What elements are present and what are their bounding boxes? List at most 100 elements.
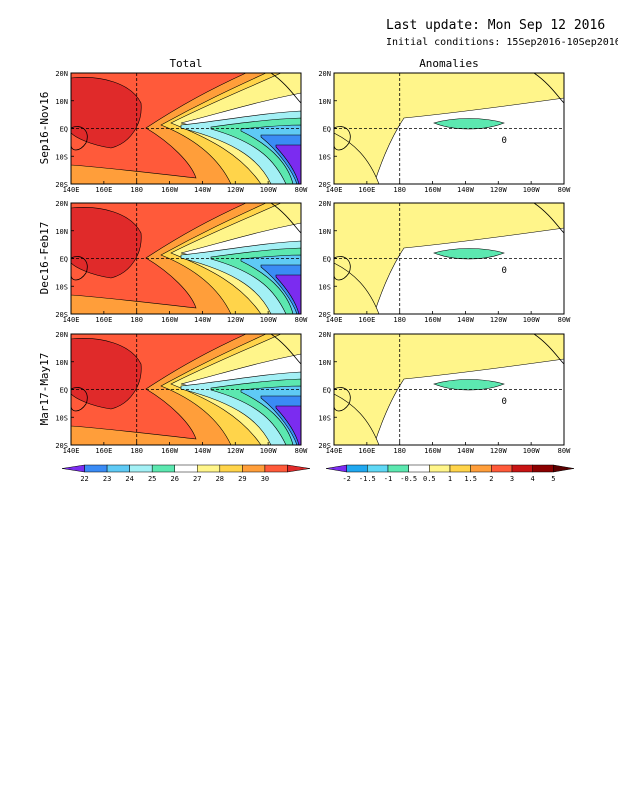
lon-tick-label: 120W	[227, 447, 245, 455]
coastline	[270, 203, 301, 234]
lat-tick-label: EQ	[323, 126, 331, 134]
lon-tick-label: 180	[393, 447, 406, 455]
coastline	[334, 126, 351, 151]
colorbar-label: 0.5	[423, 475, 436, 483]
anomaly-panel-mar-may: 0 140E 160E 180 160W 140W 120W 100W 80W 20N 10N EQ 1…	[318, 331, 571, 455]
colorbar-label: 1	[448, 475, 452, 483]
colorbar-swatch	[449, 464, 471, 473]
lon-tick-label: 180	[393, 186, 406, 194]
lat-tick-label: 10S	[55, 414, 68, 422]
lon-tick-label: 80W	[558, 186, 571, 194]
colorbar-label: 25	[148, 475, 156, 483]
lon-tick-label: 140W	[194, 316, 212, 324]
colorbar-swatch	[174, 464, 198, 473]
lat-tick-label: 20N	[318, 70, 331, 78]
lat-tick-label: 10S	[318, 414, 331, 422]
total-contour-fill	[71, 207, 142, 279]
lat-tick-label: 20N	[318, 331, 331, 339]
colorbar-swatch	[197, 464, 221, 473]
lat-tick-label: 20N	[318, 200, 331, 208]
lat-tick-label: 20S	[318, 181, 331, 189]
total-cold-tongue-fill	[275, 405, 301, 445]
colorbar-label: 5	[551, 475, 555, 483]
lon-tick-label: 160E	[95, 316, 112, 324]
coastline	[533, 203, 564, 234]
lat-tick-label: 10S	[55, 283, 68, 291]
lon-tick-label: 140E	[63, 186, 80, 194]
anomaly-zero-contour-label: 0	[501, 266, 506, 276]
lon-tick-label: 140W	[194, 186, 212, 194]
lat-tick-label: 10N	[55, 359, 68, 367]
colorbar-swatch	[387, 464, 409, 473]
coastline	[334, 387, 351, 412]
column-title-total: Total	[169, 57, 202, 70]
lon-tick-label: 140W	[457, 447, 475, 455]
lon-tick-label: 160E	[95, 447, 112, 455]
lon-tick-label: 100W	[523, 316, 541, 324]
colorbar-swatch	[367, 464, 389, 473]
colorbar-label: -1	[384, 475, 392, 483]
lon-tick-label: 80W	[295, 186, 308, 194]
lon-tick-label: 80W	[558, 447, 571, 455]
initial-conditions-text: Initial conditions: 15Sep2016-10Sep2016	[386, 37, 618, 48]
colorbar-swatch	[491, 464, 513, 473]
lon-tick-label: 160E	[358, 186, 375, 194]
lat-tick-label: 20S	[318, 311, 331, 319]
lon-tick-label: 140E	[326, 186, 343, 194]
colorbar-label: 24	[125, 475, 133, 483]
lon-tick-label: 160W	[424, 186, 442, 194]
total-panel-mar-may: 140E 160E 180 160W 140W 120W 100W 80W 20N 10N EQ 10…	[55, 331, 308, 455]
anomaly-contour-fill	[334, 203, 564, 314]
colorbar-label: -2	[342, 475, 350, 483]
coastline	[270, 73, 301, 104]
row-title-dec-feb: Dec16-Feb17	[38, 222, 51, 295]
total-cold-tongue-fill	[275, 274, 301, 314]
lon-tick-label: 160W	[161, 316, 179, 324]
lon-tick-label: 100W	[260, 447, 278, 455]
lat-tick-label: EQ	[323, 256, 331, 264]
total-colorbar: 22 23 24 25 26 27 28 29 30	[61, 464, 311, 483]
lat-tick-label: 10N	[55, 98, 68, 106]
colorbar-label: -1.5	[359, 475, 376, 483]
anomaly-contour-fill	[433, 248, 505, 260]
lon-tick-label: 120W	[490, 447, 508, 455]
lon-tick-label: 140E	[326, 447, 343, 455]
anomaly-zero-contour-label: 0	[501, 136, 506, 146]
anomaly-colorbar: -2 -1.5 -1 -0.5 0.5 1 1.5 2 3 4 5	[325, 464, 575, 483]
colorbar-label: 26	[171, 475, 179, 483]
colorbar-swatch	[511, 464, 533, 473]
lon-tick-label: 140E	[326, 316, 343, 324]
lon-tick-label: 140W	[194, 447, 212, 455]
colorbar-label: 22	[80, 475, 88, 483]
row-title-sep-nov: Sep16-Nov16	[38, 92, 51, 165]
lon-tick-label: 120W	[490, 186, 508, 194]
coastline	[533, 334, 564, 365]
anomaly-contour-fill	[433, 118, 505, 130]
colorbar-swatch	[287, 464, 311, 473]
lon-tick-label: 140E	[63, 316, 80, 324]
colorbar-swatch	[242, 464, 266, 473]
lon-tick-label: 160W	[424, 316, 442, 324]
lat-tick-label: 20S	[55, 311, 68, 319]
lon-tick-label: 140W	[457, 186, 475, 194]
lat-tick-label: 10N	[318, 98, 331, 106]
colorbar-swatch	[553, 464, 575, 473]
lat-tick-label: 20N	[55, 200, 68, 208]
coastline	[71, 256, 88, 281]
lon-tick-label: 100W	[260, 186, 278, 194]
colorbar-swatch	[429, 464, 451, 473]
lon-tick-label: 100W	[523, 186, 541, 194]
lat-tick-label: EQ	[60, 387, 68, 395]
lat-tick-label: 10N	[318, 228, 331, 236]
lon-tick-label: 100W	[523, 447, 541, 455]
lon-tick-label: 120W	[227, 316, 245, 324]
lon-tick-label: 160E	[95, 186, 112, 194]
colorbar-swatch	[325, 464, 347, 473]
lat-tick-label: 20S	[55, 442, 68, 450]
lon-tick-label: 160W	[161, 447, 179, 455]
anomaly-contour-fill	[433, 379, 505, 391]
colorbar-label: 29	[238, 475, 246, 483]
total-contour-fill	[71, 338, 142, 410]
coastline	[270, 334, 301, 365]
